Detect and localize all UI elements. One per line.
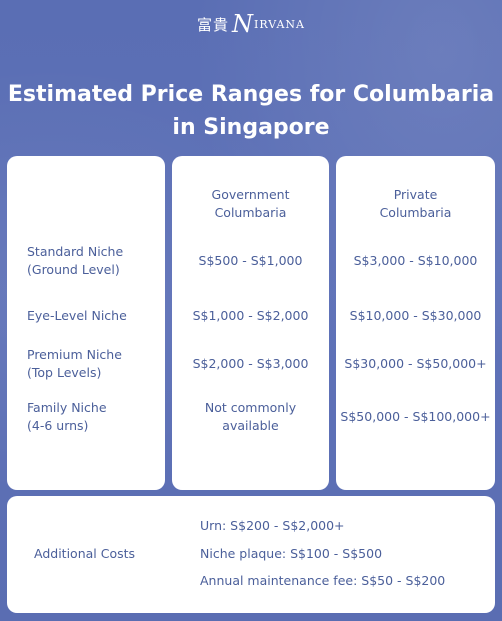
private-price-eye-level: S$10,000 - S$30,000 xyxy=(349,308,482,323)
row-label-premium-niche: Premium Niche (Top Levels) xyxy=(27,347,122,380)
gov-price-standard: S$500 - S$1,000 xyxy=(198,253,303,268)
row-label-standard-niche: Standard Niche (Ground Level) xyxy=(27,244,124,277)
brand-initial: N xyxy=(232,10,254,38)
brand-logo: 富貴 N IRVANA xyxy=(0,10,502,38)
row-label-family-niche: Family Niche (4-6 urns) xyxy=(27,400,107,433)
brand-chinese: 富貴 xyxy=(197,15,230,34)
page-title: Estimated Price Ranges for Columbaria in… xyxy=(0,78,502,144)
title-line-2: in Singapore xyxy=(172,115,330,140)
additional-item-plaque: Niche plaque: S$100 - S$500 xyxy=(200,546,383,561)
gov-price-premium: S$2,000 - S$3,000 xyxy=(192,356,309,371)
government-header: Government Columbaria xyxy=(211,187,290,220)
additional-item-urn: Urn: S$200 - S$2,000+ xyxy=(200,518,345,533)
additional-item-maintenance: Annual maintenance fee: S$50 - S$200 xyxy=(200,573,446,588)
gov-price-eye-level: S$1,000 - S$2,000 xyxy=(192,308,309,323)
private-price-family: S$50,000 - S$100,000+ xyxy=(340,409,491,424)
private-price-standard: S$3,000 - S$10,000 xyxy=(353,253,478,268)
private-header: Private Columbaria xyxy=(379,187,452,220)
brand-name: IRVANA xyxy=(254,17,305,31)
additional-costs-label: Additional Costs xyxy=(34,546,136,561)
additional-costs-card xyxy=(7,496,495,613)
niche-type-card xyxy=(7,156,165,490)
private-columbaria-card xyxy=(336,156,495,490)
title-line-1: Estimated Price Ranges for Columbaria xyxy=(7,82,495,107)
private-price-premium: S$30,000 - S$50,000+ xyxy=(344,356,487,371)
gov-price-family: Not commonly available xyxy=(204,400,297,433)
government-columbaria-card xyxy=(172,156,329,490)
row-label-eye-level-niche: Eye-Level Niche xyxy=(27,308,127,323)
